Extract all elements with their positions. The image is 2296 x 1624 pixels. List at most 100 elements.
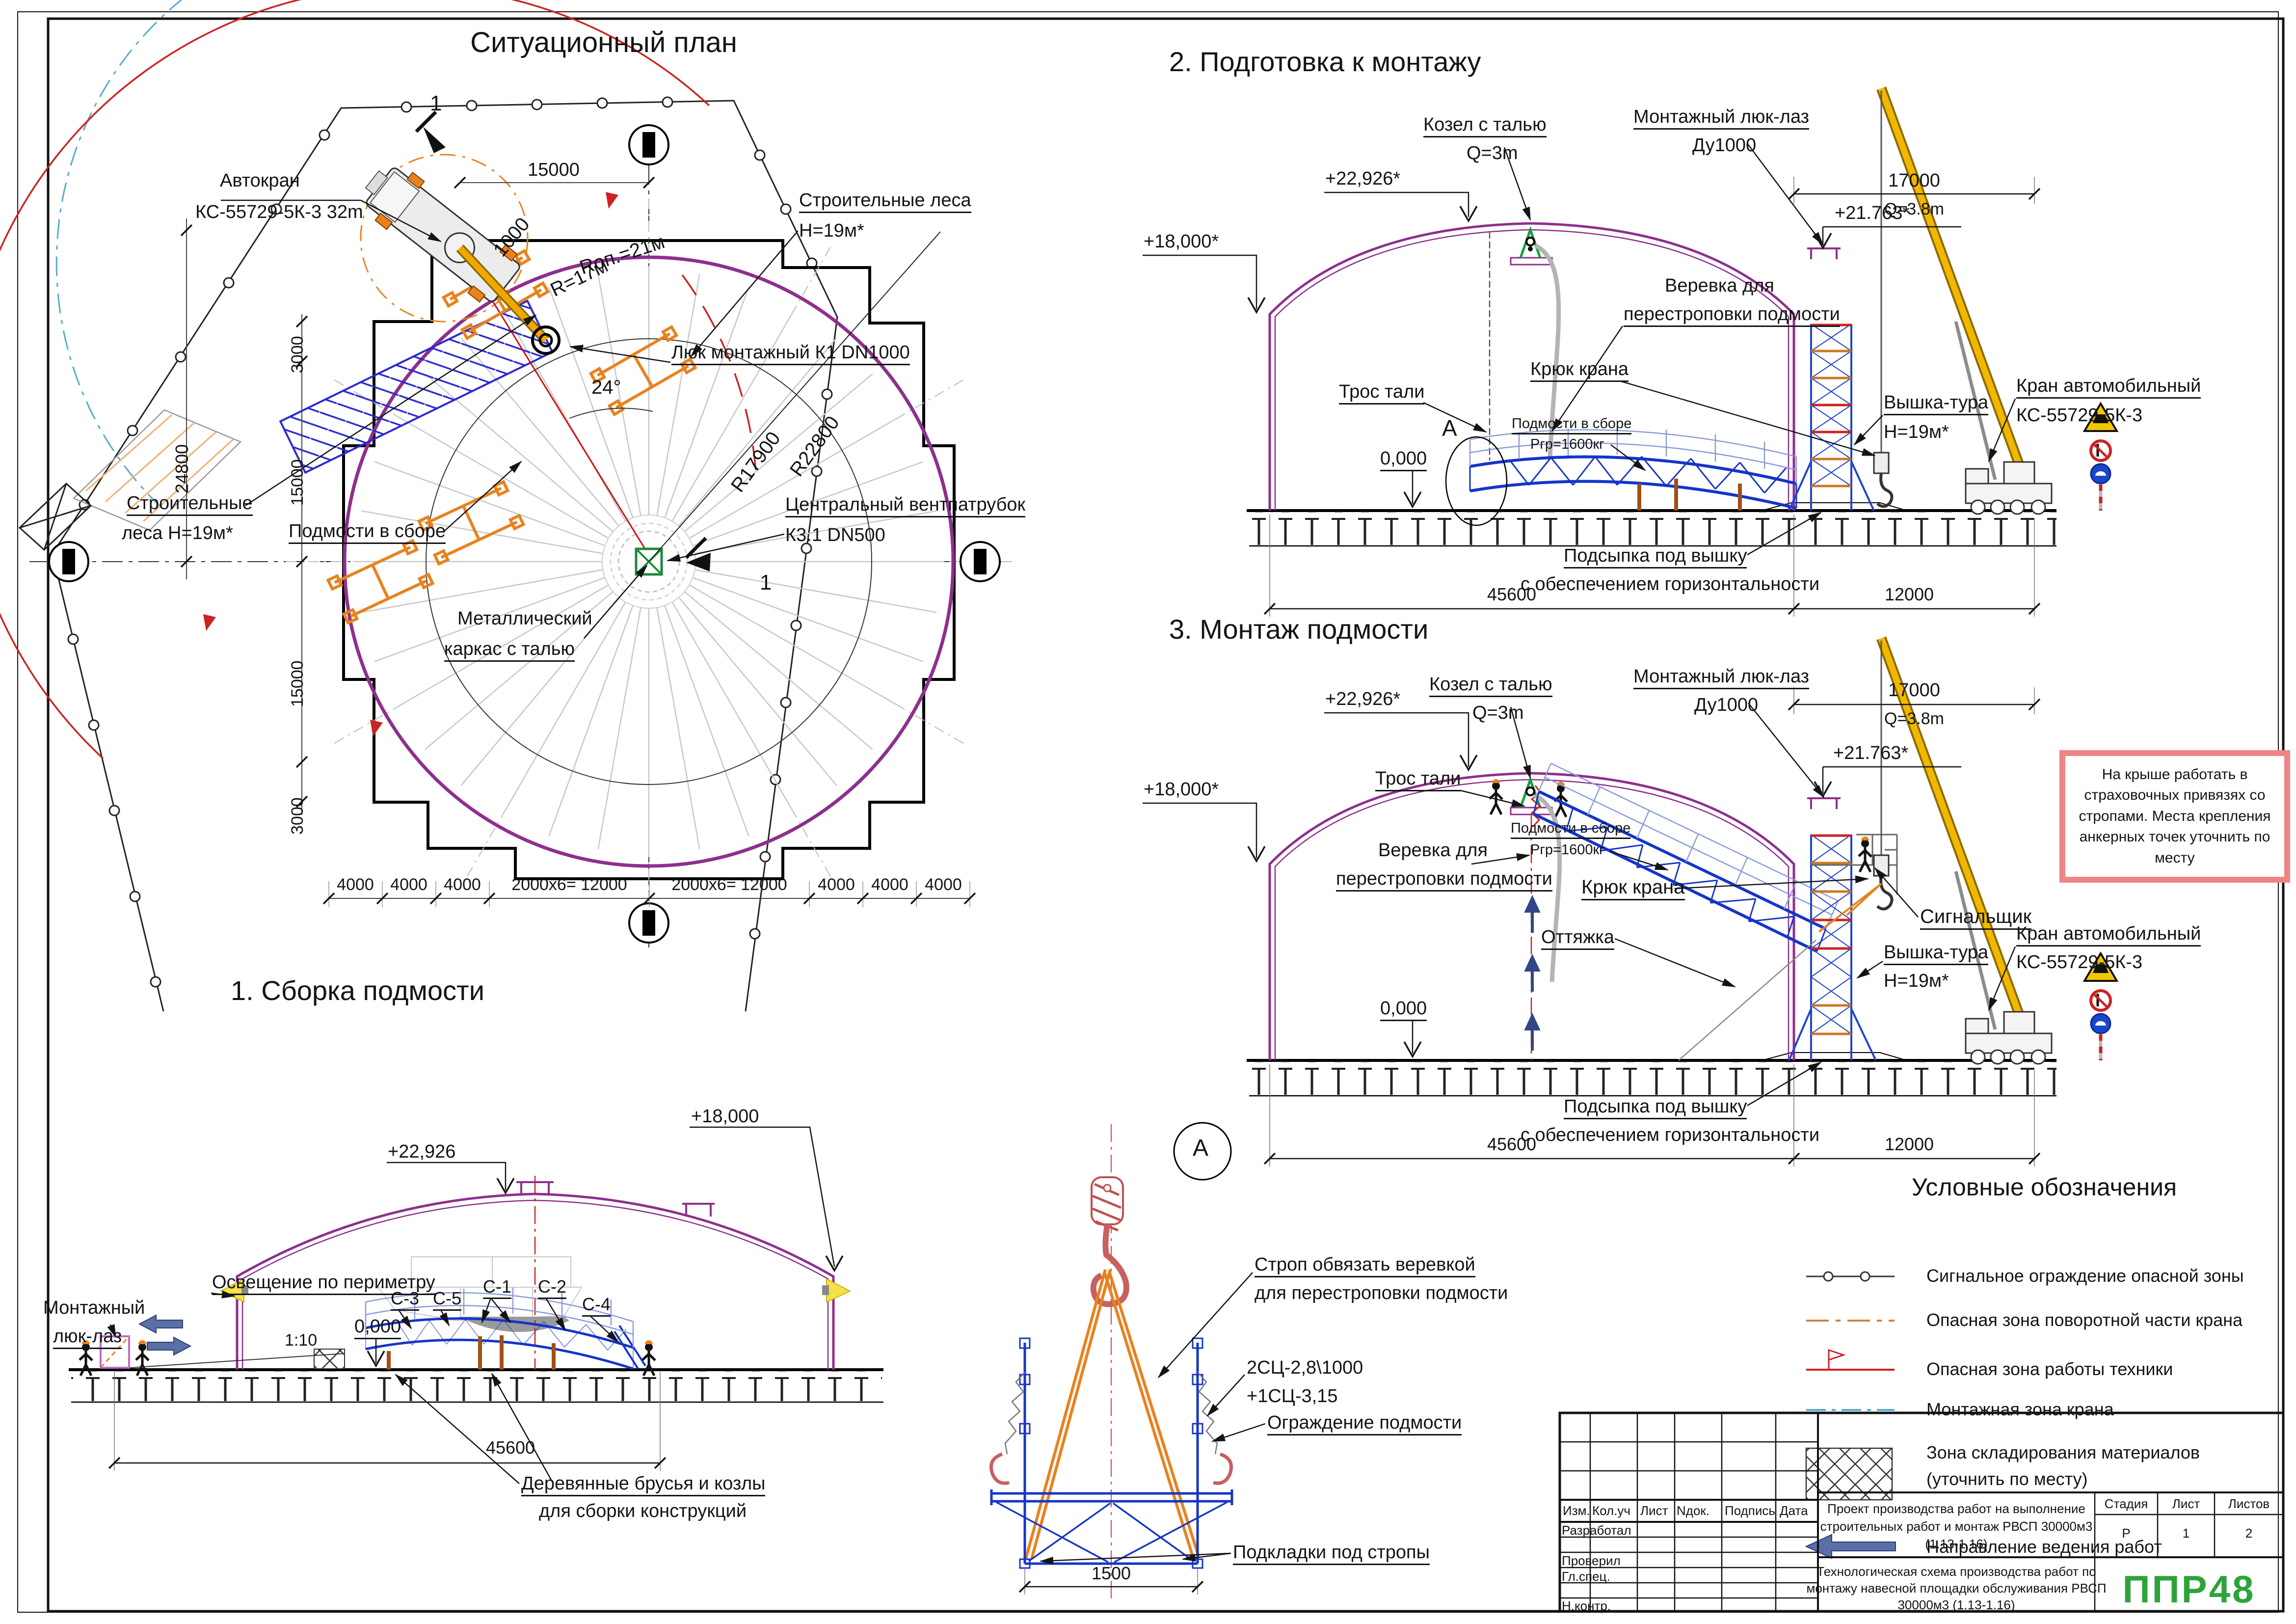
assembly-light-label: Освещение по периметру bbox=[212, 1272, 435, 1296]
plan-crane-label-2: КС-55729-5К-3 32m bbox=[195, 202, 363, 222]
prep-luk-1: Монтажный люк-лаз bbox=[1633, 107, 1810, 130]
plan-scaffold-left-1: Строительные bbox=[127, 493, 253, 516]
mount-tros: Трос тали bbox=[1375, 769, 1461, 792]
titleblock-grid bbox=[1558, 1411, 2285, 1613]
prep-luk-2: Ду1000 bbox=[1692, 135, 1757, 156]
tb-project-1: Проект производства работ на выполнение bbox=[1827, 1501, 2085, 1516]
plan-dim-3000-top: 3000 bbox=[288, 336, 307, 373]
mount-dim-12000: 12000 bbox=[1884, 1134, 1934, 1154]
prep-verevka-2: перестроповки подмости bbox=[1624, 304, 1840, 327]
prep-vyshka-1: Вышка-тура bbox=[1884, 393, 1989, 416]
plan-vent-2: К3.1 DN500 bbox=[785, 525, 885, 545]
plan-metal-1: Металлический bbox=[457, 608, 592, 629]
mount-verevka-1: Веревка для bbox=[1378, 840, 1488, 861]
roof-safety-note-line: месту bbox=[2155, 849, 2195, 866]
tb-sheets-label: Листов bbox=[2228, 1496, 2270, 1511]
mount-vyshka-2: Н=19м* bbox=[1884, 971, 1949, 991]
plan-crane-label-1: Автокран bbox=[220, 170, 300, 191]
mount-podmosti-2: Ргр=1600кг bbox=[1530, 842, 1604, 858]
tb-doc-1: Технологическая схема производства работ… bbox=[1816, 1564, 2096, 1579]
assembly-c5: С-5 bbox=[433, 1289, 462, 1311]
legend-item-machinery-zone: Опасная зона работы техники bbox=[1926, 1359, 2173, 1379]
mount-podmosti-1: Подмости в сборе bbox=[1511, 821, 1631, 839]
prep-vyshka-2: Н=19м* bbox=[1884, 422, 1949, 442]
prep-title: 2. Подготовка к монтажу bbox=[1169, 46, 1481, 77]
assembly-c2: С-2 bbox=[538, 1277, 567, 1299]
prep-verevka-1: Веревка для bbox=[1665, 275, 1775, 296]
tb-col-izm: Изм. bbox=[1563, 1503, 1590, 1518]
plan-scaffold-right-2: Н=19м* bbox=[799, 220, 864, 241]
detail-a-drawing bbox=[989, 1122, 1266, 1600]
legend-title: Условные обозначения bbox=[1911, 1173, 2177, 1201]
plan-section-mark-top: 1 bbox=[430, 91, 442, 115]
legend-item-montage-zone: Монтажная зона крана bbox=[1926, 1399, 2114, 1419]
mount-elev-wall: +18,000* bbox=[1144, 779, 1219, 800]
prep-elev-zero: 0,000 bbox=[1380, 449, 1427, 472]
tb-stage-label: Стадия bbox=[2104, 1496, 2148, 1511]
roof-safety-note-line: стропами. Места крепления bbox=[2079, 808, 2271, 824]
mount-kran-2: КС-55729-5К-3 bbox=[2016, 952, 2143, 973]
tb-col-ndok: Nдок. bbox=[1677, 1503, 1710, 1518]
plan-dim-b5: 4000 bbox=[818, 875, 855, 894]
plan-dim-b0: 4000 bbox=[337, 875, 374, 894]
mount-kruk: Крюк крана bbox=[1581, 877, 1685, 901]
plan-dim-b1: 4000 bbox=[390, 875, 427, 894]
tb-sheet-value: 1 bbox=[2182, 1526, 2190, 1541]
prep-dim-17000: 17000 bbox=[1888, 170, 1940, 191]
plan-vent-1: Центральный вентпатрубок bbox=[785, 495, 1026, 518]
plan-metal-2: каркас с талью bbox=[444, 639, 575, 662]
mount-elev-rail: +21.763* bbox=[1833, 743, 1909, 763]
plan-podmosti-label: Подмости в сборе bbox=[289, 521, 446, 544]
detail-strop-1: Строп обвязать веревкой bbox=[1255, 1255, 1475, 1278]
company-logo: ППР48 bbox=[2122, 1568, 2256, 1611]
assembly-slope: 1:10 bbox=[285, 1331, 318, 1350]
plan-scaffold-left-2: леса Н=19м* bbox=[122, 523, 233, 543]
mount-q38: Q=3.8m bbox=[1884, 709, 1944, 728]
tb-col-podpis: Подпись bbox=[1725, 1503, 1775, 1518]
plan-drawing bbox=[0, 0, 1013, 1012]
roof-safety-note-line: На крыше работать в bbox=[2102, 766, 2248, 783]
assembly-title: 1. Сборка подмости bbox=[231, 975, 484, 1006]
plan-dim-15000: 15000 bbox=[528, 160, 580, 180]
mount-podsypka-1: Подсыпка под вышку bbox=[1564, 1097, 1747, 1120]
detail-dim-1500: 1500 bbox=[1091, 1563, 1131, 1583]
tb-row-developed: Разработал bbox=[1562, 1523, 1631, 1538]
plan-dim-24800: 24800 bbox=[172, 444, 192, 493]
prep-kozel-1: Козел с талью bbox=[1423, 115, 1547, 138]
mount-podsypka-2: с обеспечением горизонтальности bbox=[1521, 1125, 1820, 1145]
plan-dim-b7: 4000 bbox=[925, 875, 962, 894]
detail-fence-label: Ограждение подмости bbox=[1267, 1413, 1462, 1436]
prep-podsypka-2: с обеспечением горизонтальности bbox=[1521, 574, 1820, 595]
mount-drawing bbox=[1143, 638, 2117, 1166]
tb-row-checked: Проверил bbox=[1562, 1553, 1621, 1568]
tb-col-koluch: Кол.уч bbox=[1592, 1503, 1630, 1518]
tb-sheet-label: Лист bbox=[2172, 1496, 2200, 1511]
plan-title: Ситуационный план bbox=[470, 27, 737, 58]
tb-stage-value: Р bbox=[2122, 1526, 2131, 1541]
legend-item-crane-slew-zone: Опасная зона поворотной части крана bbox=[1926, 1310, 2243, 1330]
tb-row-ncontrol: Н.контр. bbox=[1562, 1598, 1611, 1613]
prep-q38: Q=3.8m bbox=[1884, 200, 1944, 218]
mount-dim-45600: 45600 bbox=[1487, 1134, 1537, 1154]
prep-drawing bbox=[1143, 88, 2117, 617]
roof-safety-note-line: анкерных точек уточнить по bbox=[2079, 829, 2270, 845]
assembly-elev-top: +22,926 bbox=[388, 1141, 456, 1162]
plan-hatch-label: Люк монтажный К1 DN1000 bbox=[671, 343, 910, 366]
assembly-c3: С-3 bbox=[391, 1289, 420, 1311]
mount-ottyazhka: Оттяжка bbox=[1541, 927, 1614, 950]
legend-item-signal-fence: Сигнальное ограждение опасной зоны bbox=[1926, 1266, 2244, 1286]
prep-kozel-2: Q=3m bbox=[1467, 143, 1518, 163]
tb-project-2: строительных работ и монтаж РВСП 30000м3 bbox=[1820, 1519, 2093, 1534]
prep-kran-1: Кран автомобильный bbox=[2016, 376, 2201, 399]
detail-sling-1: 2СЦ-2,8\1000 bbox=[1247, 1357, 1363, 1378]
mount-signalman: Сигнальщик bbox=[1920, 906, 2032, 930]
legend-symbols bbox=[1805, 1271, 1896, 1559]
detail-strop-2: для перестроповки подмости bbox=[1255, 1283, 1508, 1303]
mount-luk-1: Монтажный люк-лаз bbox=[1633, 667, 1810, 690]
detail-sling-2: +1СЦ-3,15 bbox=[1247, 1386, 1338, 1407]
plan-dim-b2: 4000 bbox=[444, 875, 481, 894]
prep-elev-rail: +21.763* bbox=[1835, 203, 1910, 223]
prep-kruk: Крюк крана bbox=[1530, 359, 1629, 382]
